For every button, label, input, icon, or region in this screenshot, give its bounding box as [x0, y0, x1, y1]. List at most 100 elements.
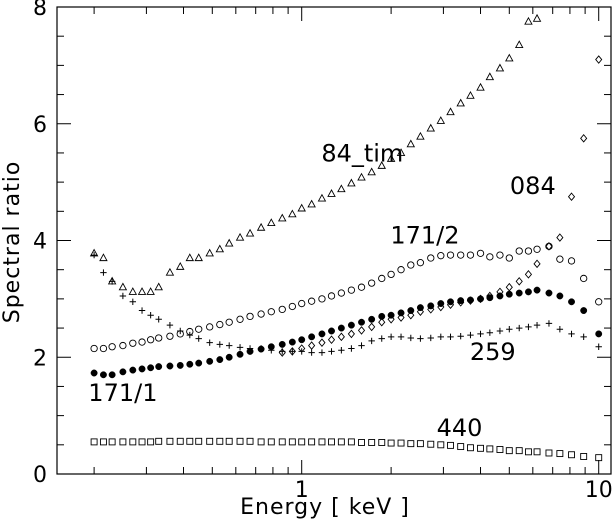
square-point	[368, 439, 376, 446]
plus-point	[166, 321, 174, 329]
filled-circle-point	[236, 350, 244, 358]
filled-circle-point	[119, 368, 127, 376]
triangle-point	[235, 232, 245, 241]
square-point	[308, 438, 316, 446]
square-point	[515, 447, 523, 455]
triangle-point	[426, 123, 436, 132]
plus-point	[289, 348, 296, 355]
filled-circle-point	[347, 321, 355, 329]
open-circle-point	[486, 253, 494, 261]
open-circle-point	[129, 339, 137, 347]
open-circle-point	[397, 266, 405, 274]
open-circle-point	[206, 323, 214, 331]
filled-circle-point	[457, 297, 465, 305]
triangle-point	[377, 161, 387, 169]
square-point	[347, 438, 355, 446]
open-circle-point	[466, 251, 475, 259]
filled-circle-point	[568, 298, 575, 306]
square-point	[236, 437, 244, 445]
diamond-point	[595, 55, 603, 64]
plus-point	[568, 330, 575, 338]
annotation-label: 171/2	[390, 221, 459, 249]
plus-point	[516, 324, 523, 332]
filled-circle-point	[505, 290, 513, 298]
diamond-point	[288, 347, 296, 356]
tick-labels: 0 2 4 6 8 1 10	[33, 0, 613, 503]
square-point	[378, 439, 386, 446]
diamond-point	[308, 341, 316, 350]
open-circle-point	[119, 341, 127, 350]
plus-point	[328, 348, 335, 355]
triangle-point	[357, 172, 366, 181]
filled-circle-point	[515, 289, 523, 297]
triangle-point	[267, 218, 276, 227]
square-point	[387, 439, 395, 447]
square-point	[147, 438, 155, 446]
triangle-point	[175, 262, 185, 270]
diamond-point	[496, 287, 504, 297]
square-point	[496, 446, 504, 453]
triangle-point	[128, 287, 138, 295]
diamond-point	[567, 192, 576, 202]
plus-point	[580, 333, 587, 341]
open-circle-point	[556, 255, 564, 263]
triangle-point	[532, 13, 542, 22]
open-circle-point	[246, 312, 254, 321]
triangle-point	[154, 282, 163, 291]
square-point	[318, 438, 326, 446]
open-circle-point	[108, 343, 116, 351]
diamond-point	[486, 291, 494, 301]
triangle-point	[317, 193, 327, 202]
filled-circle-point	[155, 363, 163, 371]
filled-circle-point	[533, 286, 541, 294]
filled-circle-point	[580, 307, 588, 314]
plus-point	[129, 298, 137, 305]
open-circle-point	[146, 336, 155, 344]
open-circle-point	[155, 334, 163, 342]
filled-circle-point	[206, 357, 214, 365]
open-circle-point	[416, 259, 425, 267]
triangle-point	[185, 253, 195, 262]
open-circle-point	[267, 308, 275, 316]
square-point	[267, 438, 275, 446]
triangle-point	[297, 203, 306, 212]
triangle-point	[165, 267, 175, 276]
axis-ticks	[57, 6, 611, 475]
filled-circle-point	[138, 365, 146, 373]
plus-point	[506, 326, 513, 333]
square-point	[90, 438, 98, 446]
open-circle-point	[216, 320, 224, 329]
open-circle-point	[307, 297, 316, 305]
plus-point	[108, 278, 116, 285]
square-point	[225, 437, 233, 445]
open-circle-point	[505, 254, 513, 262]
plus-point	[257, 345, 265, 352]
y-tick-label: 4	[33, 230, 47, 255]
plus-point	[556, 326, 564, 333]
triangle-point	[256, 222, 266, 231]
annotation-label: 440	[437, 414, 483, 442]
plus-point	[119, 292, 127, 300]
series-171-1	[90, 286, 603, 379]
diamond-point	[407, 310, 415, 320]
open-circle-point	[195, 325, 203, 333]
open-circle-point	[90, 344, 98, 353]
square-point	[186, 437, 194, 445]
diamond-point	[437, 302, 445, 312]
diamond-point	[368, 322, 376, 332]
data-marks	[89, 13, 603, 462]
series-440	[90, 437, 603, 462]
square-point	[447, 441, 454, 449]
triangle-point	[137, 287, 147, 295]
y-axis-label: Spectral ratio	[0, 161, 25, 324]
diamond-point	[347, 329, 355, 339]
square-point	[545, 449, 553, 457]
open-circle-point	[524, 247, 533, 255]
filled-circle-point	[328, 327, 335, 335]
square-point	[556, 450, 564, 458]
square-point	[505, 447, 513, 455]
square-point	[477, 444, 484, 452]
triangle-point	[514, 40, 524, 48]
plus-point	[155, 316, 162, 323]
